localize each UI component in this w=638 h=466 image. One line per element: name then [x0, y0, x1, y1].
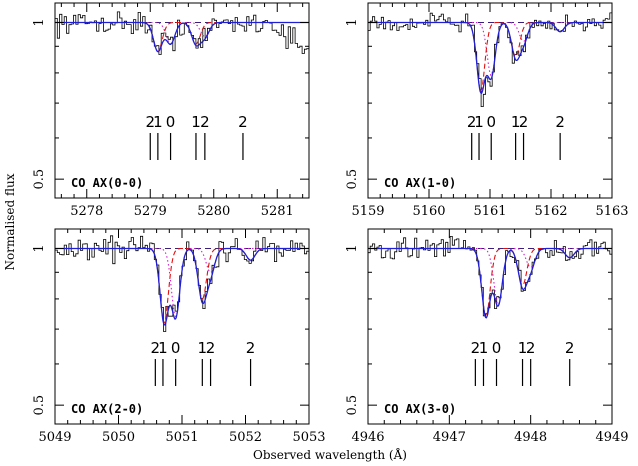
fit-curve: [368, 21, 612, 94]
y-tick-label: 1: [32, 18, 47, 26]
transition-marker-label: 2: [565, 339, 575, 357]
panel-frame: [54, 228, 310, 425]
y-tick-label: 0.5: [32, 395, 47, 416]
transition-marker-label: 0: [486, 113, 496, 131]
fit-curve: [55, 21, 309, 53]
panel-frame: [54, 2, 310, 199]
plot-area: [368, 236, 612, 319]
x-tick-label: 5051: [165, 430, 198, 445]
transition-marker-label: 1: [518, 339, 528, 357]
x-tick-label: 5279: [134, 204, 167, 219]
transition-marker-label: 1: [153, 113, 163, 131]
transition-marker-label: 2: [238, 113, 248, 131]
y-tick-label: 1: [345, 18, 360, 26]
transition-marker-label: 2: [151, 339, 161, 357]
plot-area: [55, 235, 309, 332]
component-dashed: [55, 247, 309, 324]
plot-area: [368, 12, 612, 107]
transition-marker-label: 1: [191, 113, 201, 131]
panel-label: CO AX(2-0): [71, 402, 143, 416]
x-axis-title: Observed wavelength (Å): [253, 447, 407, 462]
x-tick-label: 4948: [514, 430, 547, 445]
x-tick-label: 5159: [351, 204, 384, 219]
transition-marker-label: 0: [166, 113, 176, 131]
transition-marker-label: 0: [492, 339, 502, 357]
transition-marker-label: 2: [519, 113, 529, 131]
plot-area: [55, 11, 309, 55]
transition-marker-label: 2: [471, 339, 481, 357]
component-dotted: [55, 21, 309, 45]
data-spectrum: [55, 235, 309, 332]
transition-marker-label: 2: [145, 113, 155, 131]
x-tick-label: 5161: [473, 204, 506, 219]
x-tick-label: 5052: [229, 430, 262, 445]
transition-marker-label: 1: [158, 339, 168, 357]
x-tick-label: 5053: [292, 430, 325, 445]
transition-marker-label: 2: [555, 113, 565, 131]
transition-marker-label: 1: [474, 113, 484, 131]
component-dotted: [55, 247, 309, 318]
panel-label: CO AX(3-0): [384, 402, 456, 416]
x-tick-label: 4947: [433, 430, 466, 445]
y-axis-title: Normalised flux: [3, 173, 17, 270]
transition-marker-label: 2: [246, 339, 256, 357]
x-tick-label: 5280: [197, 204, 230, 219]
panel-label: CO AX(0-0): [71, 176, 143, 190]
x-tick-label: 5163: [595, 204, 628, 219]
panel-frame: [367, 228, 613, 425]
transition-marker-label: 2: [206, 339, 216, 357]
x-tick-label: 5281: [261, 204, 294, 219]
fit-curve: [368, 247, 612, 319]
x-tick-label: 4946: [351, 430, 384, 445]
x-tick-label: 5160: [412, 204, 445, 219]
transition-marker-label: 2: [467, 113, 477, 131]
y-tick-label: 1: [32, 244, 47, 252]
component-dashed: [55, 21, 309, 53]
x-tick-label: 5278: [70, 204, 103, 219]
x-tick-label: 5049: [38, 430, 71, 445]
transition-marker-label: 1: [198, 339, 208, 357]
data-spectrum: [55, 11, 309, 55]
y-tick-label: 0.5: [345, 169, 360, 190]
transition-marker-label: 1: [511, 113, 521, 131]
y-tick-label: 0.5: [345, 395, 360, 416]
x-tick-label: 4949: [595, 430, 628, 445]
panel-label: CO AX(1-0): [384, 176, 456, 190]
panel-frame: [367, 2, 613, 199]
transition-marker-label: 2: [200, 113, 210, 131]
transition-marker-label: 2: [526, 339, 536, 357]
fit-curve: [55, 247, 309, 326]
transition-marker-label: 1: [479, 339, 489, 357]
component-dotted: [368, 21, 612, 77]
transition-marker-label: 0: [171, 339, 181, 357]
x-tick-label: 5050: [102, 430, 135, 445]
y-tick-label: 0.5: [32, 169, 47, 190]
y-tick-label: 1: [345, 244, 360, 252]
x-tick-label: 5162: [534, 204, 567, 219]
component-dashed: [368, 21, 612, 92]
